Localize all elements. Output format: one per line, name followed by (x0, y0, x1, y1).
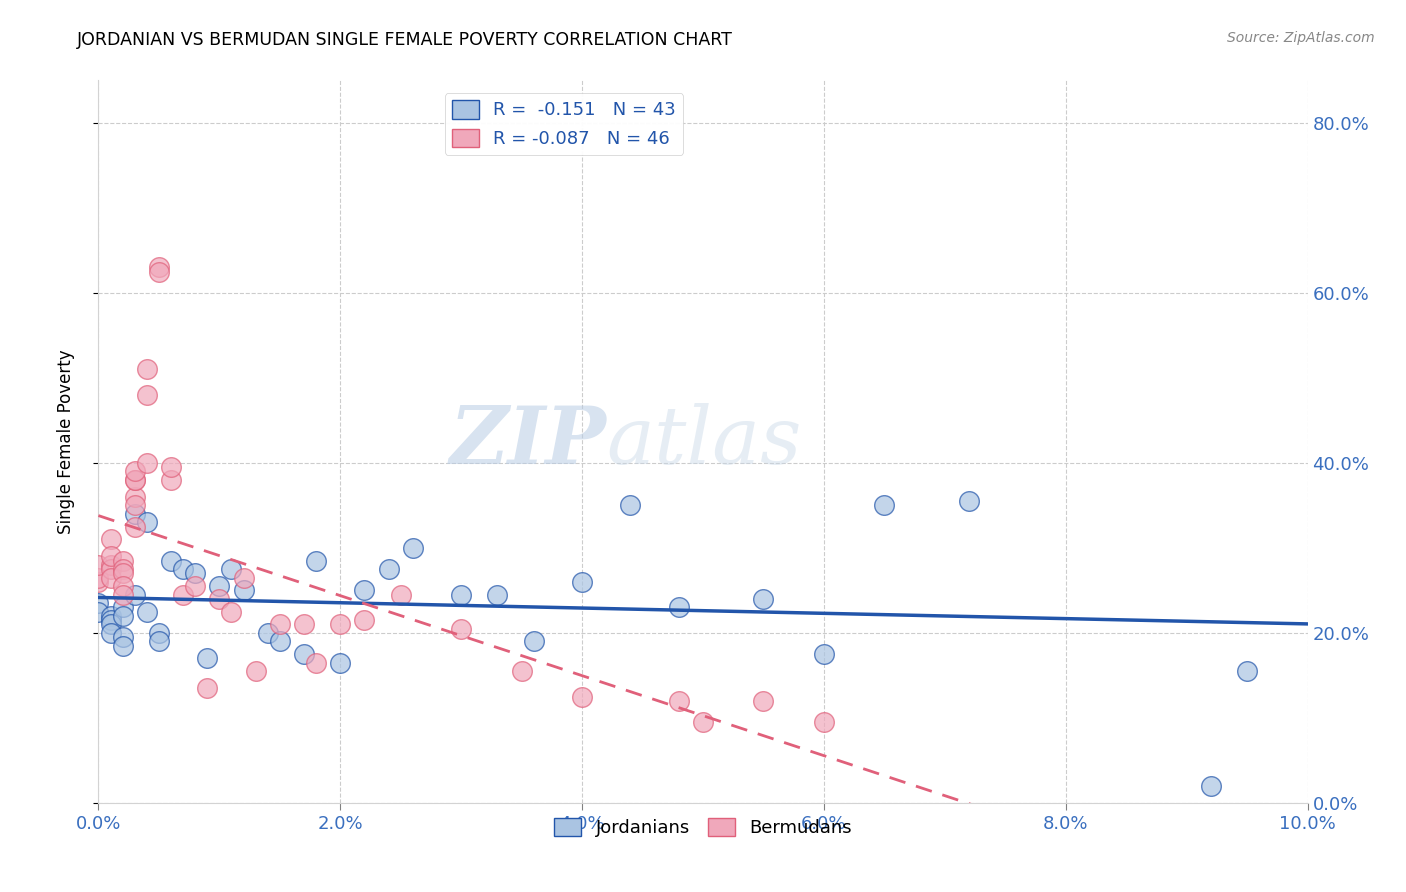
Point (100, 625, 122, 640)
Point (148, 264, 170, 278)
Point (124, 498, 146, 512)
Point (402, 541, 425, 555)
Point (100, 570, 122, 584)
Point (124, 588, 146, 602)
Point (124, 507, 146, 521)
Point (135, 388, 157, 402)
Point (571, 574, 593, 589)
Point (523, 634, 546, 648)
Point (377, 562, 399, 576)
Point (100, 562, 122, 576)
Point (450, 588, 472, 602)
Point (353, 583, 375, 598)
Point (160, 460, 183, 475)
Point (172, 562, 194, 576)
Point (135, 456, 157, 470)
Point (100, 549, 122, 564)
Point (292, 647, 315, 661)
Point (87, 570, 110, 584)
Point (668, 694, 690, 708)
Point (1236, 664, 1258, 678)
Point (124, 473, 146, 487)
Text: atlas: atlas (606, 403, 801, 480)
Point (269, 634, 291, 648)
Point (305, 656, 328, 670)
Point (389, 588, 412, 602)
Point (305, 553, 328, 567)
Point (87, 596, 110, 610)
Point (111, 608, 134, 623)
Point (329, 617, 352, 632)
Point (195, 681, 218, 695)
Point (124, 519, 146, 533)
Point (873, 498, 896, 512)
Point (245, 664, 267, 678)
Point (135, 516, 157, 530)
Point (232, 583, 254, 598)
Point (184, 566, 207, 581)
Point (111, 566, 134, 581)
Point (752, 694, 775, 708)
Point (292, 617, 315, 632)
Point (184, 579, 207, 593)
Point (87, 574, 110, 589)
Text: JORDANIAN VS BERMUDAN SINGLE FEMALE POVERTY CORRELATION CHART: JORDANIAN VS BERMUDAN SINGLE FEMALE POVE… (77, 31, 733, 49)
Point (329, 656, 352, 670)
Y-axis label: Single Female Poverty: Single Female Poverty (56, 350, 75, 533)
Point (221, 562, 243, 576)
Point (232, 570, 254, 584)
Legend: Jordanians, Bermudans: Jordanians, Bermudans (547, 811, 859, 845)
Point (160, 473, 183, 487)
Point (269, 617, 291, 632)
Point (124, 490, 146, 504)
Point (100, 558, 122, 572)
Point (148, 625, 170, 640)
Point (111, 553, 134, 567)
Point (450, 622, 472, 636)
Point (813, 714, 835, 729)
Text: Source: ZipAtlas.com: Source: ZipAtlas.com (1227, 31, 1375, 45)
Point (172, 588, 194, 602)
Point (148, 260, 170, 275)
Text: ZIP: ZIP (450, 403, 606, 480)
Point (100, 608, 122, 623)
Point (111, 579, 134, 593)
Point (571, 690, 593, 704)
Point (208, 591, 231, 606)
Point (221, 605, 243, 619)
Point (160, 553, 183, 567)
Point (100, 533, 122, 547)
Point (668, 600, 690, 615)
Point (111, 600, 134, 615)
Point (256, 625, 278, 640)
Point (813, 647, 835, 661)
Point (135, 605, 157, 619)
Point (619, 498, 641, 512)
Point (957, 494, 980, 508)
Point (148, 634, 170, 648)
Point (1199, 779, 1222, 793)
Point (135, 362, 157, 376)
Point (111, 588, 134, 602)
Point (208, 579, 231, 593)
Point (510, 664, 533, 678)
Point (692, 714, 714, 729)
Point (752, 591, 775, 606)
Point (87, 605, 110, 619)
Point (111, 562, 134, 576)
Point (124, 473, 146, 487)
Point (124, 464, 146, 478)
Point (486, 588, 509, 602)
Point (111, 639, 134, 653)
Point (111, 630, 134, 644)
Point (87, 558, 110, 572)
Point (100, 613, 122, 627)
Point (100, 617, 122, 632)
Point (195, 651, 218, 665)
Point (353, 613, 375, 627)
